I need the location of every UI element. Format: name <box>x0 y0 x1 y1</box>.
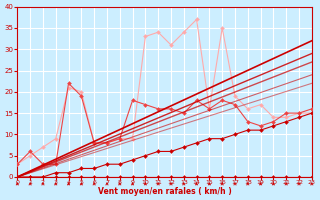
X-axis label: Vent moyen/en rafales ( km/h ): Vent moyen/en rafales ( km/h ) <box>98 187 231 196</box>
